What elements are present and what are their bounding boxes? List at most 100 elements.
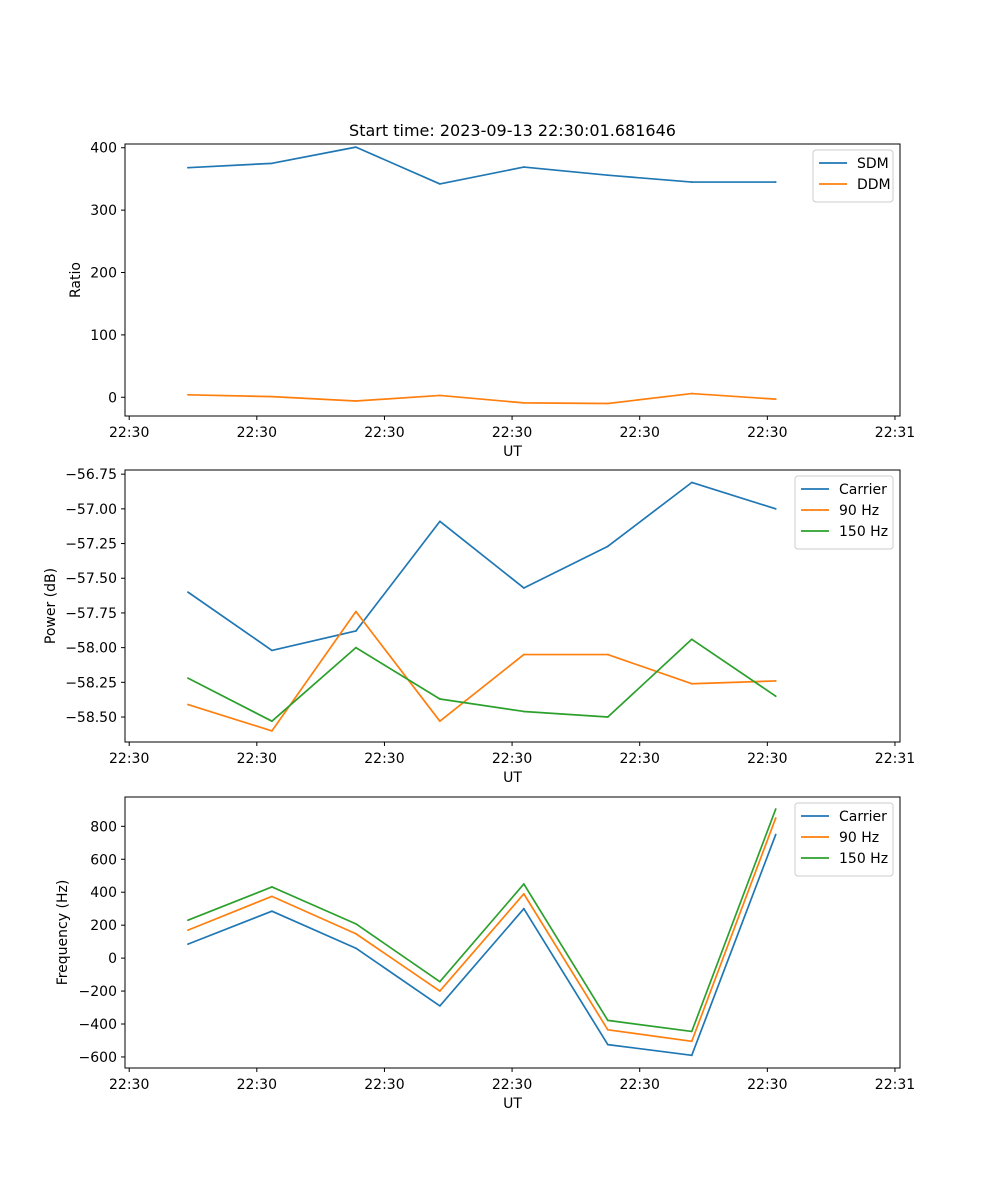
- data-point: [774, 817, 777, 819]
- x-tick-label: 22:30: [364, 751, 404, 767]
- x-tick-label: 22:30: [747, 751, 787, 767]
- series-line-ddm: [187, 392, 776, 405]
- x-tick-label: 22:30: [747, 425, 787, 441]
- y-tick-label: −57.75: [65, 606, 117, 622]
- data-point: [690, 181, 693, 183]
- x-tick-label: 22:30: [620, 425, 660, 441]
- data-point: [355, 947, 357, 950]
- data-point: [606, 653, 609, 656]
- y-tick-label: −58.50: [65, 710, 117, 726]
- legend-label: Carrier: [839, 482, 887, 498]
- x-axis-label: UT: [503, 444, 522, 460]
- series-line-sdm: [187, 146, 776, 185]
- data-point: [271, 720, 273, 723]
- data-point: [271, 886, 273, 888]
- panel-3: 22:30 22:30 22:30 22:30 22:30 22:30 22:31 −600 −…: [55, 796, 915, 1112]
- legend-label: 150 Hz: [839, 851, 888, 867]
- y-tick-label: −400: [79, 1017, 117, 1033]
- x-tick-label: 22:30: [747, 1077, 787, 1093]
- series-line-150-hz: [187, 638, 777, 723]
- panel-2: 22:30 22:30 22:30 22:30 22:30 22:30 22:31 −58.5…: [43, 467, 915, 786]
- data-point: [522, 710, 525, 713]
- y-axis-label: Ratio: [68, 262, 84, 298]
- y-tick-label: 400: [90, 885, 117, 901]
- data-point: [690, 682, 693, 685]
- legend: Carrier 90 Hz 150 Hz: [794, 802, 894, 877]
- data-point: [355, 146, 357, 149]
- data-point: [774, 680, 777, 682]
- data-point: [522, 883, 525, 885]
- y-tick-label: 200: [90, 266, 117, 282]
- data-point: [606, 545, 609, 548]
- data-point: [187, 919, 189, 922]
- data-point: [438, 990, 441, 992]
- series-line-carrier: [187, 834, 777, 1057]
- x-tick-label: 22:30: [492, 425, 532, 441]
- data-point: [774, 398, 777, 401]
- y-tick-label: −57.25: [65, 537, 117, 553]
- legend-label: 90 Hz: [839, 830, 879, 846]
- plots: 22:30 22:30 22:30 22:30 22:30 22:30 22:31 0 100 2…: [43, 141, 915, 1112]
- data-point: [187, 929, 189, 932]
- data-point: [774, 808, 777, 810]
- data-point: [187, 393, 189, 396]
- legend: Carrier 90 Hz 150 Hz: [794, 475, 894, 550]
- data-point: [690, 638, 693, 641]
- data-point: [271, 395, 273, 398]
- x-tick-label: 22:30: [364, 1077, 404, 1093]
- data-point: [187, 943, 189, 946]
- y-axis-label: Frequency (Hz): [55, 880, 71, 986]
- x-tick-label: 22:30: [237, 425, 277, 441]
- data-point: [774, 507, 777, 510]
- data-point: [522, 907, 525, 910]
- y-tick-label: −600: [79, 1050, 117, 1066]
- legend-label: 150 Hz: [839, 524, 888, 540]
- series-line-90-hz: [187, 610, 776, 732]
- data-point: [355, 400, 357, 402]
- y-tick-label: −56.75: [65, 467, 117, 483]
- x-tick-label: 22:30: [620, 1077, 660, 1093]
- x-tick-label: 22:30: [109, 425, 149, 441]
- data-point: [606, 402, 609, 405]
- data-point: [438, 1004, 441, 1007]
- x-tick-label: 22:30: [364, 425, 404, 441]
- data-point: [522, 892, 525, 895]
- data-point: [271, 910, 273, 913]
- data-point: [690, 1030, 693, 1033]
- data-point: [438, 980, 441, 983]
- x-tick-label: 22:31: [875, 425, 915, 441]
- y-tick-label: 0: [108, 951, 117, 967]
- x-tick-label: 22:30: [620, 751, 660, 767]
- y-axis-label: Power (dB): [43, 568, 59, 644]
- x-tick-label: 22:30: [492, 1077, 532, 1093]
- data-point: [774, 695, 777, 698]
- y-tick-label: 400: [90, 141, 117, 157]
- y-tick-label: 300: [90, 203, 117, 219]
- data-point: [606, 1019, 609, 1022]
- data-point: [355, 646, 357, 649]
- x-tick-label: 22:30: [492, 751, 532, 767]
- y-tick-label: −57.00: [65, 502, 117, 518]
- x-tick-label: 22:31: [875, 751, 915, 767]
- data-point: [522, 166, 525, 168]
- x-axis-label: UT: [503, 1096, 522, 1112]
- series-line-90-hz: [187, 817, 777, 1043]
- x-tick-label: 22:30: [237, 1077, 277, 1093]
- y-tick-label: −57.50: [65, 571, 117, 587]
- legend-label: 90 Hz: [839, 503, 879, 519]
- data-point: [355, 630, 357, 632]
- data-point: [271, 895, 273, 898]
- figure-title: Start time: 2023-09-13 22:30:01.681646: [349, 121, 676, 140]
- data-point: [522, 401, 525, 404]
- data-point: [187, 591, 189, 594]
- data-point: [606, 174, 609, 177]
- panel-1: 22:30 22:30 22:30 22:30 22:30 22:30 22:31 0 100 2…: [68, 141, 915, 460]
- x-tick-label: 22:30: [237, 751, 277, 767]
- data-point: [690, 1040, 693, 1043]
- data-point: [438, 394, 441, 397]
- x-axis-label: UT: [503, 770, 522, 786]
- data-point: [690, 481, 693, 484]
- y-tick-label: 200: [90, 918, 117, 934]
- data-point: [438, 720, 441, 723]
